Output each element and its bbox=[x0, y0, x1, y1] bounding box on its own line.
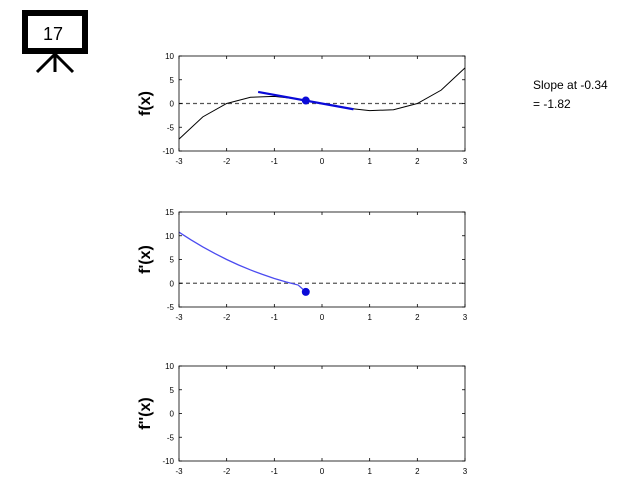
y-tick-label: -5 bbox=[167, 123, 175, 132]
y-tick-label: 0 bbox=[170, 279, 175, 288]
y-tick-label: 10 bbox=[165, 232, 174, 241]
y-tick-label: 15 bbox=[165, 208, 174, 217]
x-tick-label: 3 bbox=[463, 467, 468, 476]
y-tick-label: 5 bbox=[170, 76, 175, 85]
y-axis-label: f'(x) bbox=[137, 245, 154, 274]
slope-readout-line-1: Slope at -0.34 bbox=[533, 78, 608, 92]
x-tick-label: -1 bbox=[271, 467, 279, 476]
y-tick-label: -10 bbox=[162, 457, 174, 466]
x-tick-label: -1 bbox=[271, 157, 279, 166]
x-tick-label: 1 bbox=[367, 313, 372, 322]
x-tick-label: 0 bbox=[320, 467, 325, 476]
x-tick-label: 0 bbox=[320, 313, 325, 322]
x-tick-label: -2 bbox=[223, 157, 231, 166]
y-tick-label: 0 bbox=[170, 410, 175, 419]
panel-2: -3 -2 -1 0 1 2 3 -5 0 5 10 15 f'(x) bbox=[137, 208, 468, 322]
x-tick-label: -1 bbox=[271, 313, 279, 322]
current-point-marker bbox=[301, 287, 310, 296]
x-tick-label: 1 bbox=[367, 467, 372, 476]
x-tick-label: -2 bbox=[223, 467, 231, 476]
axes-frame bbox=[178, 365, 466, 462]
y-tick-label: 10 bbox=[165, 52, 174, 61]
y-tick-label: -5 bbox=[167, 433, 175, 442]
y-tick-label: 10 bbox=[165, 362, 174, 371]
x-tick-label: 0 bbox=[320, 157, 325, 166]
y-tick-label: -5 bbox=[167, 303, 175, 312]
x-tick-label: 2 bbox=[415, 157, 420, 166]
x-tick-label: 2 bbox=[415, 313, 420, 322]
axes-frame bbox=[178, 211, 466, 308]
x-tick-label: -3 bbox=[175, 313, 183, 322]
x-tick-label: -3 bbox=[175, 157, 183, 166]
current-point-marker bbox=[301, 96, 310, 105]
y-tick-label: 5 bbox=[170, 386, 175, 395]
x-tick-label: 2 bbox=[415, 467, 420, 476]
y-tick-label: 5 bbox=[170, 256, 175, 265]
x-tick-label: 3 bbox=[463, 313, 468, 322]
slope-readout-line-2: = -1.82 bbox=[533, 97, 571, 111]
x-tick-label: -3 bbox=[175, 467, 183, 476]
y-tick-label: -10 bbox=[162, 147, 174, 156]
slope-readout: Slope at -0.34 = -1.82 bbox=[533, 76, 608, 114]
slide-number: 17 bbox=[43, 24, 63, 44]
x-tick-label: 1 bbox=[367, 157, 372, 166]
y-tick-label: 0 bbox=[170, 100, 175, 109]
presentation-board-icon[interactable]: 17 bbox=[22, 10, 88, 74]
derivative-curve bbox=[178, 231, 307, 293]
x-tick-label: -2 bbox=[223, 313, 231, 322]
y-axis-label: f(x) bbox=[137, 91, 154, 116]
x-tick-label: 3 bbox=[463, 157, 468, 166]
y-axis-label: f''(x) bbox=[137, 397, 154, 430]
